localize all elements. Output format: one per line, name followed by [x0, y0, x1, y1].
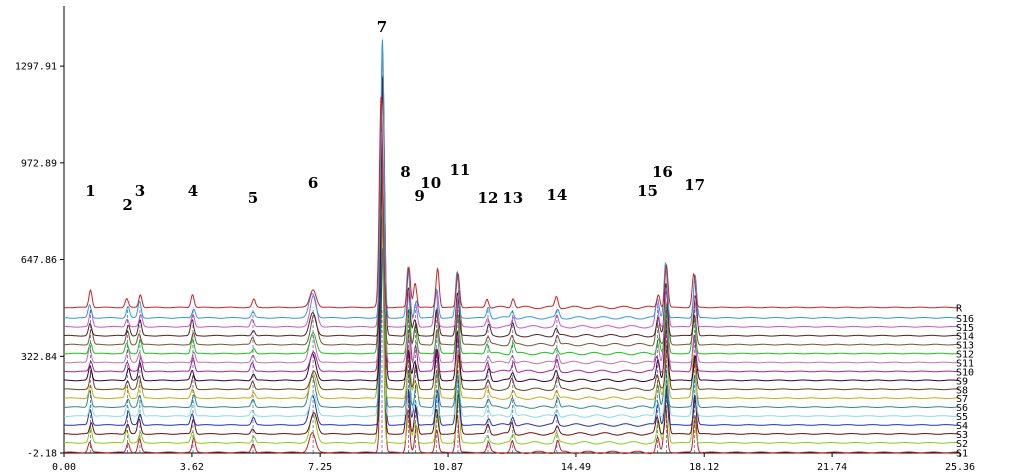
sample-label-s9: S9: [956, 376, 968, 387]
sample-label-s1: S1: [956, 448, 968, 459]
peak-label-10: 10: [420, 174, 441, 192]
sample-label-s10: S10: [956, 367, 974, 378]
trace-s2: [64, 133, 960, 445]
x-tick-label: 25.36: [945, 462, 975, 473]
trace-r: [63, 96, 960, 310]
sample-label-s2: S2: [956, 439, 968, 450]
x-tick-label: 14.49: [561, 462, 591, 473]
peak-label-11: 11: [450, 161, 471, 179]
x-tick-label: 0.00: [52, 462, 76, 473]
y-tick-label: -2.18: [27, 449, 57, 460]
x-tick-label: 3.62: [180, 462, 204, 473]
sample-label-s5: S5: [956, 412, 968, 423]
trace-s7: [63, 121, 960, 400]
trace-s15: [64, 131, 960, 329]
sample-label-s8: S8: [956, 385, 968, 396]
peak-label-17: 17: [684, 176, 705, 194]
peak-label-12: 12: [478, 189, 499, 207]
sample-label-s13: S13: [956, 341, 974, 352]
x-tick-label: 10.87: [433, 462, 463, 473]
trace-s14: [63, 75, 960, 338]
trace-s11: [64, 51, 960, 365]
peak-label-7: 7: [377, 18, 387, 36]
sample-label-s4: S4: [956, 421, 968, 432]
trace-s9: [64, 86, 960, 382]
trace-s3: [64, 188, 960, 436]
y-tick-label: 322.84: [21, 352, 57, 363]
peak-label-6: 6: [308, 174, 318, 192]
trace-s16: [63, 39, 960, 320]
trace-s13: [64, 166, 960, 347]
y-tick-label: 1297.91: [15, 62, 57, 73]
trace-s4: [63, 247, 960, 427]
trace-s1: [63, 224, 960, 454]
x-tick-label: 21.74: [817, 462, 847, 473]
axes: -2.18 322.84 647.86 972.89 1297.91 0.00 3.62 7.…: [15, 6, 975, 473]
sample-label-s15: S15: [956, 323, 974, 334]
trace-s5: [64, 154, 960, 418]
peak-label-4: 4: [188, 182, 198, 200]
peak-label-9: 9: [414, 187, 424, 205]
peak-label-3: 3: [135, 182, 145, 200]
peak-label-13: 13: [502, 189, 523, 207]
trace-s6: [63, 212, 960, 409]
peak-label-16: 16: [652, 163, 673, 181]
peak-label-8: 8: [400, 163, 410, 181]
peak-label-2: 2: [122, 196, 132, 214]
x-tick-label: 18.12: [689, 462, 719, 473]
trace-s12: [64, 110, 960, 356]
y-tick-label: 647.86: [21, 255, 57, 266]
sample-label-r: R: [956, 303, 963, 314]
trace-s8: [64, 177, 960, 392]
x-tick-label: 7.25: [308, 462, 332, 473]
sample-label-s16: S16: [956, 314, 974, 325]
trace-s10: [64, 142, 960, 374]
traces: [63, 39, 960, 454]
peak-label-15: 15: [637, 182, 658, 200]
peak-label-5: 5: [248, 189, 258, 207]
sample-label-s6: S6: [956, 403, 968, 414]
peak-label-14: 14: [546, 186, 567, 204]
sample-label-s14: S14: [956, 332, 974, 343]
sample-label-s11: S11: [956, 358, 974, 369]
sample-label-s7: S7: [956, 394, 968, 405]
sample-label-s12: S12: [956, 350, 974, 361]
sample-label-s3: S3: [956, 430, 968, 441]
peak-label-1: 1: [85, 182, 95, 200]
y-tick-label: 972.89: [21, 158, 57, 169]
